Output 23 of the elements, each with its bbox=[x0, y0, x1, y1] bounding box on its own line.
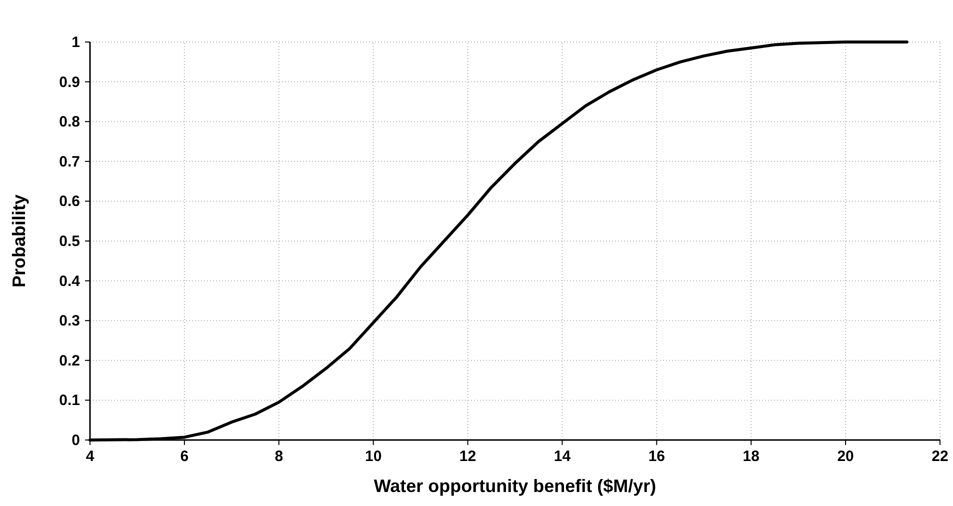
x-tick-label: 22 bbox=[932, 448, 948, 465]
y-tick-label: 0.6 bbox=[59, 193, 80, 210]
x-axis-title: Water opportunity benefit ($M/yr) bbox=[374, 476, 656, 496]
y-tick-label: 0.9 bbox=[59, 74, 80, 91]
x-tick-label: 8 bbox=[274, 448, 284, 465]
x-tick-label: 4 bbox=[86, 448, 95, 465]
x-tick-label: 18 bbox=[742, 448, 760, 465]
y-tick-label: 0.5 bbox=[59, 233, 80, 250]
y-axis-title: Probability bbox=[9, 194, 29, 288]
x-tick-label: 20 bbox=[837, 448, 854, 465]
x-tick-label: 6 bbox=[180, 448, 189, 465]
y-tick-label: 0.1 bbox=[59, 392, 80, 410]
x-tick-label: 14 bbox=[554, 448, 572, 465]
y-tick-label: 0.2 bbox=[59, 352, 80, 370]
x-tick-label: 16 bbox=[648, 448, 666, 465]
y-tick-label: 0.8 bbox=[59, 114, 80, 131]
x-tick-label: 10 bbox=[364, 448, 382, 465]
y-tick-label: 0.3 bbox=[59, 312, 80, 330]
y-tick-label: 1 bbox=[72, 34, 80, 51]
y-tick-label: 0.7 bbox=[59, 153, 80, 170]
y-tick-label: 0.4 bbox=[59, 272, 81, 290]
y-tick-label: 0 bbox=[72, 432, 80, 449]
x-tick-label: 12 bbox=[459, 448, 476, 465]
